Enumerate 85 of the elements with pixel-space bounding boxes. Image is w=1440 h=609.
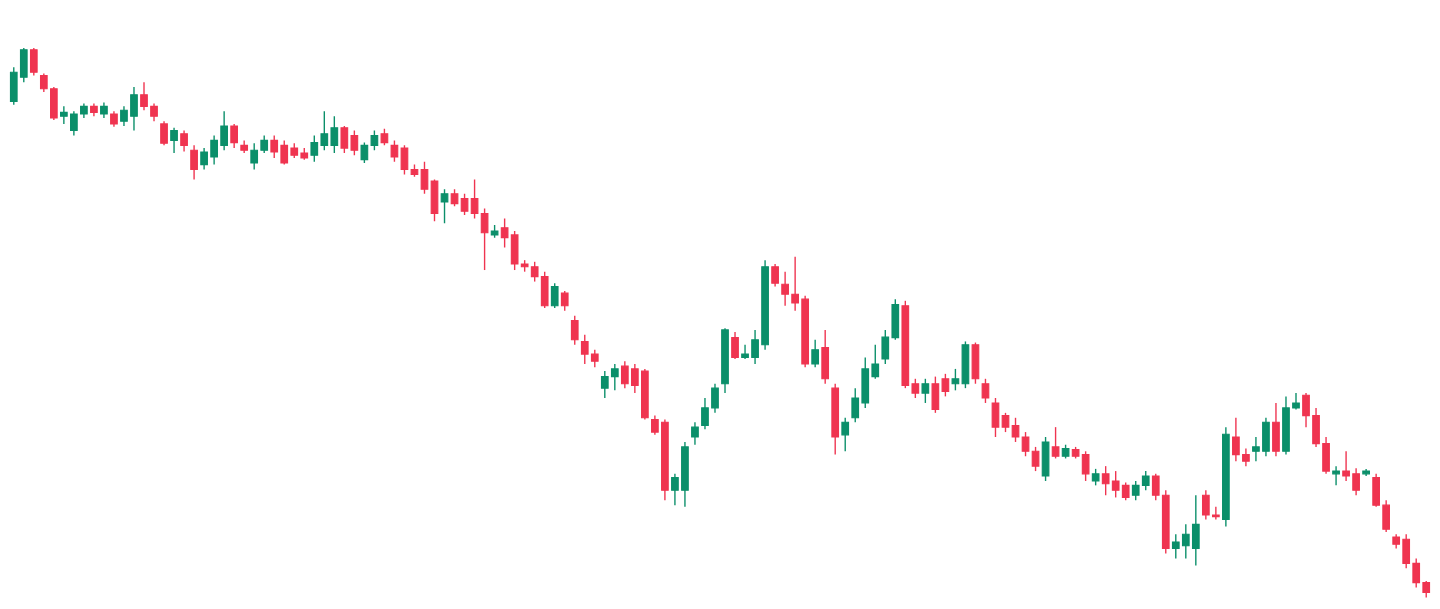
candlestick: [1181, 523, 1190, 560]
candlestick: [440, 188, 449, 225]
candlestick: [1081, 450, 1090, 482]
candlestick: [320, 110, 329, 151]
candlestick: [1021, 431, 1030, 457]
candlestick: [220, 110, 228, 151]
candlestick: [671, 473, 679, 506]
candlestick: [570, 314, 579, 346]
candlestick: [1252, 436, 1260, 462]
candlestick: [280, 139, 289, 166]
candlestick: [500, 217, 509, 249]
candlestick: [180, 129, 188, 153]
candlestick: [530, 261, 539, 283]
candlestick: [781, 270, 789, 307]
candlestick: [811, 339, 820, 368]
candlestick: [580, 334, 589, 365]
candlestick: [1201, 489, 1210, 521]
candlestick: [1011, 417, 1020, 443]
candlestick: [550, 282, 559, 309]
candlestick: [691, 421, 699, 446]
candlestick: [1101, 465, 1110, 496]
candlestick: [1111, 470, 1120, 499]
candlestick: [250, 142, 259, 171]
candlestick: [981, 378, 990, 404]
candlestick: [1212, 506, 1220, 521]
candlestick: [130, 86, 138, 132]
candlestick: [1302, 392, 1310, 428]
candlestick: [851, 387, 860, 423]
candlestick: [39, 72, 48, 93]
candlestick: [791, 256, 799, 312]
candlestick: [140, 81, 148, 111]
candlestick: [731, 331, 739, 360]
candlestick: [1352, 467, 1360, 496]
candlestick: [751, 329, 759, 365]
candlestick: [771, 263, 779, 288]
candlestick: [600, 370, 609, 399]
candlestick: [1342, 450, 1350, 482]
candlestick: [310, 134, 319, 163]
candlestick: [651, 414, 659, 436]
candlestick: [1131, 480, 1140, 501]
candlestick: [911, 378, 920, 399]
candlestick: [480, 207, 489, 271]
candlestick: [29, 47, 38, 77]
candlestick: [1232, 417, 1240, 462]
candlestick: [470, 178, 479, 220]
candlestick: [460, 192, 469, 216]
candlestick: [560, 290, 569, 312]
candlestick: [210, 134, 218, 166]
candlestick: [370, 129, 379, 151]
candlestick: [1151, 473, 1160, 501]
candlestick: [390, 139, 399, 163]
candlestick: [841, 417, 850, 452]
candlestick: [921, 378, 930, 404]
candlestick: [120, 105, 128, 127]
candlestick: [620, 360, 629, 389]
candlestick: [1332, 465, 1340, 487]
candlestick: [1001, 412, 1010, 433]
candlestick: [70, 110, 78, 137]
candlestick: [200, 147, 208, 171]
candlestick: [1031, 446, 1040, 472]
candlestick: [881, 329, 890, 365]
candlestick: [1141, 470, 1150, 491]
candlestick: [60, 105, 68, 125]
candlestick: [360, 141, 369, 164]
candlestick: [741, 344, 749, 360]
candlestick: [941, 373, 950, 398]
candlestick: [330, 115, 339, 154]
candlestick: [270, 134, 279, 159]
candlestick: [701, 397, 709, 431]
candlestick: [1412, 557, 1421, 589]
candlestick: [190, 144, 198, 181]
candlestick: [711, 383, 719, 414]
candlestick: [951, 368, 960, 392]
candlestick: [610, 363, 619, 392]
candlestick: [170, 127, 178, 154]
candlestick: [350, 129, 359, 156]
candlestick: [340, 125, 349, 154]
candlestick: [1171, 533, 1180, 560]
candlestick: [630, 363, 639, 394]
candlestick: [400, 144, 409, 176]
candlestick: [160, 120, 168, 147]
candlestick: [230, 123, 239, 149]
candlestick: [871, 344, 880, 380]
candlestick: [1051, 426, 1060, 460]
candlestick: [420, 161, 429, 195]
